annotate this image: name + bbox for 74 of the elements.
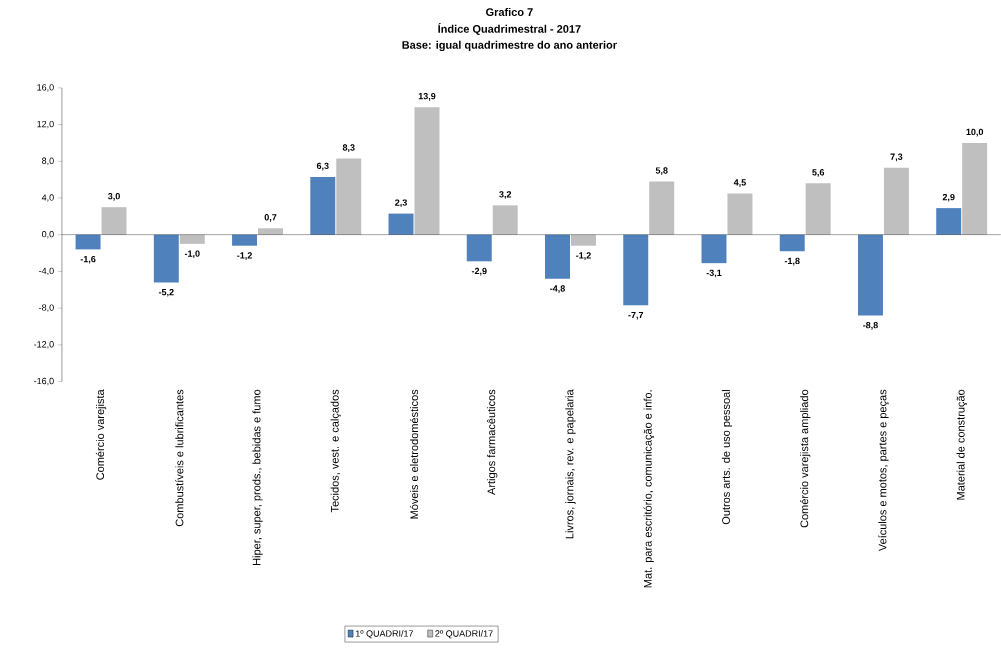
x-tick-label: Comércio varejista ampliado xyxy=(800,389,811,528)
data-label: 3,0 xyxy=(107,192,120,201)
x-tick-label: Veículos e motos, partes e peças xyxy=(878,389,889,552)
x-tick-label: Material de construção xyxy=(956,389,967,500)
x-tick-label: Comércio varejista xyxy=(95,389,107,480)
bar xyxy=(414,107,440,235)
bar xyxy=(153,234,179,283)
x-tick-label: Móveis e eletrodomésticos xyxy=(409,389,419,519)
data-label: -1,2 xyxy=(237,252,252,260)
data-label: 2,9 xyxy=(942,193,955,202)
y-tick-label: 4,0 xyxy=(41,194,54,202)
bar xyxy=(258,228,283,235)
data-label: -1,0 xyxy=(184,250,200,258)
data-label: 13,9 xyxy=(418,92,436,101)
data-label: -2,9 xyxy=(471,267,487,276)
x-tick-label: Combustíveis e lubrificantes xyxy=(175,389,184,527)
data-label: 10,0 xyxy=(966,128,984,137)
y-tick-label: -4,0 xyxy=(39,267,54,276)
data-label: -7,7 xyxy=(628,311,644,320)
data-label: 5,6 xyxy=(812,169,825,177)
bar xyxy=(336,158,362,235)
bar xyxy=(388,213,414,235)
bar xyxy=(779,234,805,252)
bar xyxy=(805,183,831,235)
bar xyxy=(75,234,101,250)
bar xyxy=(310,176,336,235)
data-label: -1,8 xyxy=(784,257,800,266)
chart-title: Grafico 7 xyxy=(486,7,533,16)
bar xyxy=(883,167,909,235)
x-tick-label: Livros, jornais, rev. e papelaria xyxy=(565,389,576,539)
bar xyxy=(727,193,753,235)
y-tick-label: -8,0 xyxy=(39,304,54,312)
data-label: -3,1 xyxy=(706,269,722,278)
y-tick-label: 8,0 xyxy=(42,157,54,165)
bar xyxy=(649,181,675,235)
y-tick-label: 16,0 xyxy=(37,84,54,92)
x-tick-label: Outros arts. de uso pessoal xyxy=(721,389,733,525)
bar xyxy=(857,234,883,316)
data-label: -4,8 xyxy=(550,285,565,293)
bar xyxy=(492,205,518,235)
bar xyxy=(101,207,127,235)
y-tick-label: 12,0 xyxy=(37,120,54,129)
text: Base: igual quadrimestre do ano anterior xyxy=(402,40,617,51)
data-label: 7,3 xyxy=(890,153,903,162)
data-label: -8,8 xyxy=(863,321,878,330)
bar xyxy=(623,234,649,306)
bar xyxy=(466,234,492,262)
data-label: -1,2 xyxy=(576,252,591,260)
x-tick-label: Artigos farmacêuticos xyxy=(487,389,498,495)
legend-label: 2º QUADRI/17 xyxy=(435,629,493,639)
bar xyxy=(701,234,727,264)
y-tick-label: -12,0 xyxy=(34,341,54,349)
data-label: 4,5 xyxy=(733,179,746,187)
y-tick-label: 0,0 xyxy=(41,230,54,239)
bar xyxy=(570,234,596,246)
bar xyxy=(232,234,258,246)
data-label: -5,2 xyxy=(158,288,174,297)
x-tick-label: Tecidos, vest. e calçados xyxy=(330,389,341,513)
bar xyxy=(936,208,962,235)
data-label: 8,3 xyxy=(342,144,355,152)
y-tick-label: -16,0 xyxy=(34,377,54,386)
data-label: 3,2 xyxy=(499,191,512,199)
data-label: -1,6 xyxy=(80,255,96,264)
data-label: 6,3 xyxy=(316,162,329,171)
bar xyxy=(179,234,205,244)
x-tick-label: Hiper, super, prods., bebidas e fumo xyxy=(252,389,263,565)
chart-subtitle: Índice Quadrimestral - 2017 xyxy=(438,22,581,35)
bar xyxy=(962,142,988,235)
data-label: 0,7 xyxy=(264,214,277,222)
bar xyxy=(545,234,570,279)
x-tick-label: Mat. para escritório, comunicação e info. xyxy=(643,390,654,588)
data-label: 5,8 xyxy=(655,167,668,175)
legend-label: 1º QUADRI/17 xyxy=(355,629,414,639)
data-label: 2,3 xyxy=(395,199,407,207)
